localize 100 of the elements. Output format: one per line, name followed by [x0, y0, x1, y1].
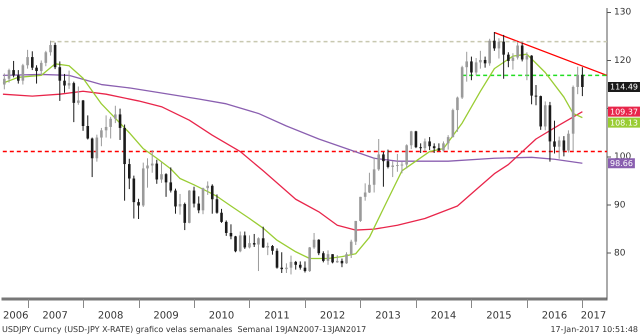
- candlestick: [8, 68, 10, 84]
- candlestick: [386, 149, 390, 169]
- candlestick: [197, 196, 200, 214]
- candlestick: [40, 60, 43, 76]
- candlestick: [26, 49, 29, 70]
- candlestick: [22, 63, 24, 86]
- candlestick: [317, 238, 320, 256]
- candlestick: [502, 34, 505, 80]
- candlestick: [276, 248, 278, 270]
- x-tick-label: 2016: [542, 310, 568, 322]
- candlestick: [271, 244, 274, 256]
- candlestick: [465, 51, 468, 82]
- candlestick: [150, 150, 154, 174]
- candlestick: [493, 32, 496, 52]
- candlestick: [432, 142, 436, 154]
- x-tick-label: 2013: [375, 310, 401, 322]
- x-tick-label: 2009: [153, 310, 179, 322]
- candlestick: [424, 138, 426, 152]
- candlestick: [183, 202, 186, 231]
- candlestick: [350, 239, 353, 259]
- candlestick: [164, 172, 168, 198]
- candlestick: [534, 84, 538, 106]
- candlestick: [72, 81, 76, 123]
- candlestick: [238, 231, 242, 253]
- candlestick: [174, 188, 177, 214]
- candlestick: [414, 130, 418, 149]
- candlestick: [86, 114, 90, 140]
- candlestick: [109, 116, 112, 140]
- candlestick: [470, 56, 473, 81]
- candlestick: [206, 180, 209, 196]
- candlestick: [104, 114, 108, 138]
- candlestick: [474, 58, 478, 76]
- candlestick: [396, 153, 399, 172]
- candlestick: [220, 208, 223, 224]
- candlestick: [526, 52, 528, 81]
- candlestick: [192, 186, 196, 208]
- x-tick-label: 2008: [98, 310, 124, 322]
- y-tick-label: 80: [614, 248, 626, 259]
- candlestick: [17, 70, 20, 84]
- candlestick: [520, 42, 524, 62]
- candlestick: [285, 262, 288, 274]
- candlestick: [68, 70, 70, 90]
- x-tick-label: 2012: [320, 310, 346, 322]
- candlestick: [35, 64, 38, 84]
- x-tick-label: 2017: [580, 310, 606, 322]
- candlestick: [169, 166, 172, 193]
- text: 98.66: [610, 158, 633, 168]
- candlestick: [326, 250, 330, 266]
- candlestick: [516, 42, 519, 60]
- candlestick: [391, 160, 394, 178]
- candlestick: [419, 142, 422, 154]
- candlestick: [248, 234, 251, 249]
- candlestick: [243, 231, 246, 250]
- candlestick: [230, 224, 232, 240]
- text: 114.49: [610, 82, 638, 92]
- candlestick: [382, 152, 385, 188]
- candlestick: [77, 86, 80, 106]
- candlestick: [562, 136, 566, 157]
- candlestick: [308, 246, 311, 273]
- candlestick: [160, 162, 163, 184]
- x-tick-label: 2010: [208, 310, 234, 322]
- candlestick: [266, 242, 270, 256]
- y-tick-label: 130: [614, 8, 632, 18]
- candlestick: [312, 232, 316, 250]
- candlestick: [368, 172, 371, 194]
- x-tick-label: 2011: [264, 310, 290, 322]
- candlestick: [58, 60, 62, 102]
- text: 108.13: [610, 118, 638, 128]
- candlestick: [567, 130, 570, 153]
- candlestick: [345, 252, 348, 264]
- candlestick: [442, 140, 445, 152]
- candlestick: [400, 161, 404, 174]
- y-tick-label: 120: [614, 56, 632, 66]
- candlestick: [488, 38, 491, 66]
- candlestick: [137, 198, 140, 220]
- candlestick: [100, 127, 103, 147]
- candlestick: [224, 220, 228, 236]
- candlestick: [114, 105, 117, 124]
- candlestick: [354, 220, 358, 246]
- candlestick: [581, 66, 584, 97]
- x-tick-label: 2014: [430, 310, 456, 322]
- candlestick: [479, 50, 482, 70]
- candlestick: [49, 40, 52, 56]
- candlestick: [553, 120, 556, 154]
- candlestick: [252, 233, 256, 248]
- text: 17-Jan-2017 10:51:48: [550, 325, 638, 335]
- candlestick: [178, 193, 182, 216]
- candlestick: [216, 194, 218, 214]
- candlestick: [498, 38, 500, 60]
- candlestick: [30, 50, 34, 71]
- candlestick: [128, 158, 131, 190]
- candlestick: [484, 56, 486, 68]
- x-tick-label: 2007: [42, 310, 68, 322]
- candlestick: [405, 144, 408, 169]
- y-tick-label: 90: [614, 200, 626, 210]
- candlestick: [322, 250, 325, 263]
- candlestick: [63, 73, 66, 94]
- candlestick: [410, 130, 413, 150]
- candlestick: [262, 226, 264, 248]
- candlestick: [54, 42, 56, 70]
